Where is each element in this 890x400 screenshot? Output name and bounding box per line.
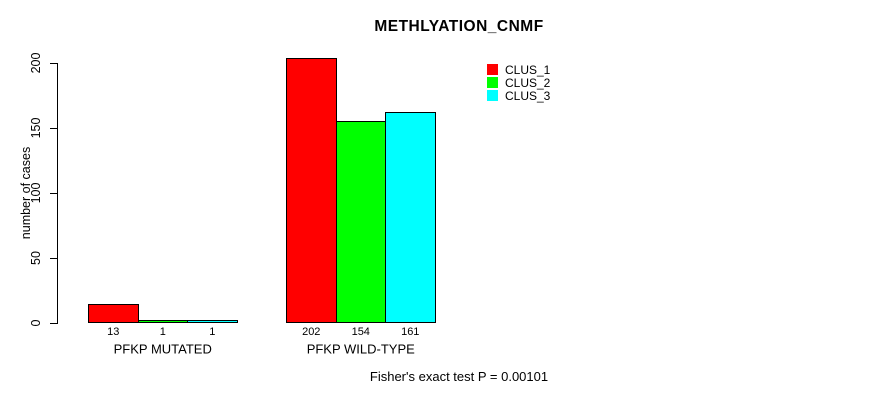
- x-category-label: PFKP MUTATED: [113, 341, 212, 357]
- chart-title: METHLYATION_CNMF: [374, 18, 544, 35]
- bar-value-label: 13: [107, 326, 120, 338]
- bar-value-label: 202: [302, 326, 321, 338]
- y-axis-line: [57, 63, 58, 324]
- y-axis-tick: [50, 62, 57, 64]
- y-axis-tick-label: 100: [29, 182, 43, 204]
- bar-clus_3-wild-type: [385, 111, 436, 323]
- y-axis-tick: [50, 322, 57, 324]
- legend-item-clus_2: CLUS_2: [487, 75, 551, 90]
- y-axis-tick-label: 50: [29, 251, 43, 265]
- bar-clus_3-mutated: [187, 319, 238, 323]
- x-category-label: PFKP WILD-TYPE: [306, 341, 415, 357]
- legend-label: CLUS_1: [505, 62, 551, 77]
- bar-clus_1-wild-type: [286, 58, 337, 323]
- bar-clus_1-mutated: [88, 304, 139, 323]
- y-axis-tick-label: 0: [29, 319, 43, 327]
- legend: CLUS_1 CLUS_2 CLUS_3: [487, 62, 551, 103]
- bar-value-label: 1: [159, 326, 166, 338]
- legend-item-clus_3: CLUS_3: [487, 88, 551, 103]
- bar-value-label: 161: [401, 326, 420, 338]
- legend-label: CLUS_2: [505, 75, 551, 90]
- y-axis-tick: [50, 257, 57, 259]
- legend-swatch-clus_1: [487, 64, 498, 75]
- y-axis-tick: [50, 127, 57, 129]
- bar-value-label: 1: [209, 326, 216, 338]
- y-axis-tick: [50, 192, 57, 194]
- legend-swatch-clus_2: [487, 77, 498, 88]
- legend-swatch-clus_3: [487, 90, 498, 101]
- annotation-text: Fisher's exact test P = 0.00101: [369, 369, 549, 384]
- bar-clus_2-wild-type: [335, 120, 386, 323]
- legend-item-clus_1: CLUS_1: [487, 62, 551, 77]
- bar-value-label: 154: [351, 326, 370, 338]
- bar-clus_2-mutated: [137, 319, 188, 323]
- y-axis-tick-label: 150: [29, 117, 43, 139]
- y-axis-tick-label: 200: [29, 52, 43, 74]
- legend-label: CLUS_3: [505, 88, 551, 103]
